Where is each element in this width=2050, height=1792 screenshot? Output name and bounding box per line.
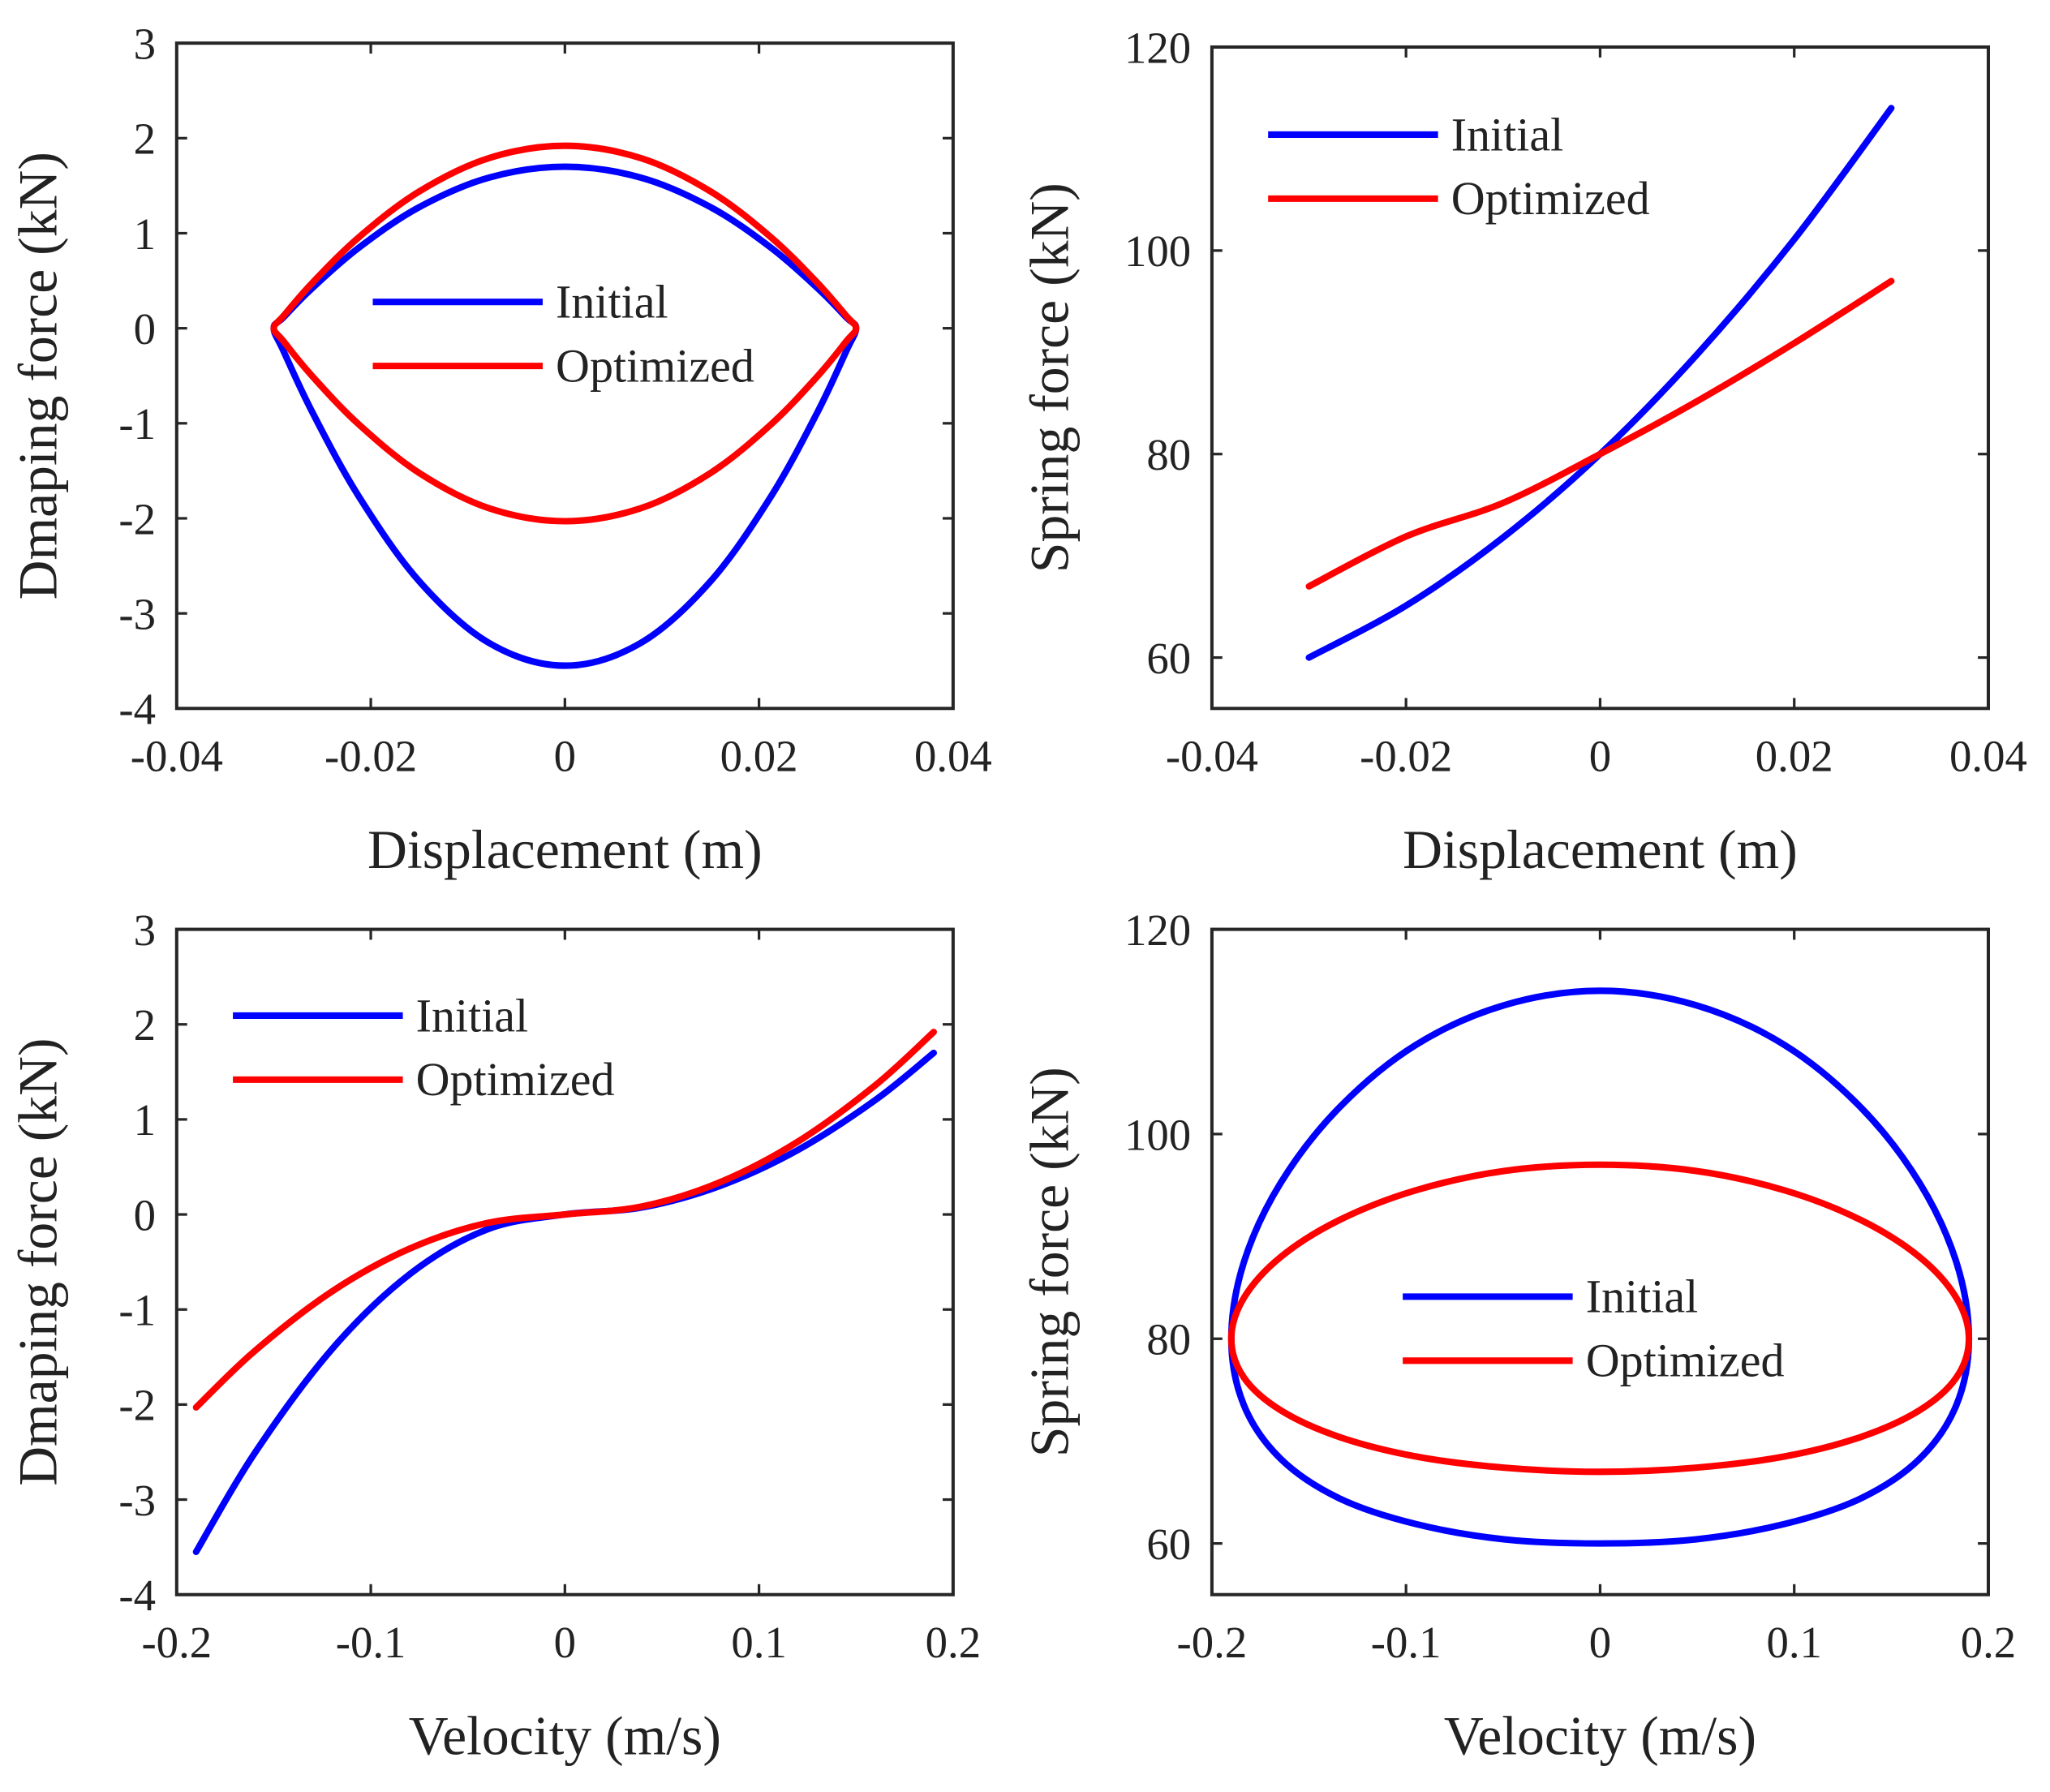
x-axis-label: Displacement (m)	[1403, 819, 1798, 880]
x-tick-label: 0.2	[926, 1618, 981, 1667]
x-tick-label: -0.04	[131, 732, 223, 781]
subplot-2: -0.04 -0.02 0 0.02 0.04 60 80 100 120 Displacemen…	[1020, 23, 2027, 880]
subplot-1: -0.04 -0.02 0 0.02 0.04 -4 -3 -2 -1 0 1 2 3 Displacem…	[8, 19, 992, 880]
legend-label-initial: Initial	[1586, 1270, 1699, 1323]
x-tick-label: 0.1	[1766, 1618, 1821, 1667]
legend-label-initial: Initial	[416, 989, 529, 1042]
y-tick-label: 120	[1124, 23, 1191, 72]
axes-box	[1210, 45, 1990, 711]
x-axis-label: Displacement (m)	[367, 819, 763, 880]
y-tick-label: 1	[134, 209, 156, 259]
y-tick-label: -2	[118, 494, 156, 544]
x-tick-label: 0	[1589, 1618, 1611, 1667]
x-tick-label: -0.2	[1177, 1618, 1248, 1667]
axes-box	[174, 927, 955, 1596]
y-tick-label: 1	[134, 1095, 156, 1145]
y-tick-label: -2	[118, 1381, 156, 1430]
y-tick-label: -1	[118, 1286, 156, 1335]
x-tick-label: 0.04	[914, 732, 992, 781]
x-tick-label: 0.02	[1756, 732, 1833, 781]
x-tick-label: -0.04	[1166, 732, 1258, 781]
legend: Initial Optimized	[1403, 1270, 1785, 1387]
y-tick-label: 80	[1146, 1315, 1191, 1364]
legend: Initial Optimized	[372, 276, 754, 392]
x-tick-label: 0	[554, 732, 576, 781]
y-tick-label: 60	[1146, 1519, 1191, 1569]
y-tick-label: -3	[118, 589, 156, 638]
legend-label-optimized: Optimized	[1586, 1334, 1785, 1387]
x-tick-label: 0.04	[1949, 732, 2027, 781]
y-axis-label: Spring force (kN)	[1020, 1067, 1081, 1457]
y-tick-label: 100	[1124, 226, 1191, 276]
legend: Initial Optimized	[233, 989, 615, 1106]
y-tick-label: 3	[134, 19, 156, 69]
y-tick-label: 3	[134, 905, 156, 955]
x-tick-label: -0.2	[141, 1618, 212, 1667]
legend-label-optimized: Optimized	[1451, 172, 1650, 225]
y-tick-label: 0	[134, 1190, 156, 1240]
x-tick-label: 0.2	[1961, 1618, 2016, 1667]
x-axis-label: Velocity (m/s)	[1444, 1705, 1756, 1766]
y-tick-label: 120	[1124, 905, 1191, 955]
y-tick-label: -4	[118, 685, 156, 734]
series-line-optimized	[1227, 1161, 1973, 1476]
series-line-initial	[270, 163, 860, 669]
y-axis-label: Dmaping force (kN)	[8, 1038, 69, 1485]
y-tick-label: 100	[1124, 1110, 1191, 1159]
legend: Initial Optimized	[1268, 108, 1650, 225]
y-tick-label: -1	[118, 399, 156, 449]
legend-label-optimized: Optimized	[556, 339, 754, 392]
series-line-optimized	[1305, 277, 1895, 590]
x-tick-label: 0.02	[720, 732, 798, 781]
x-tick-label: -0.1	[336, 1618, 406, 1667]
x-tick-label: 0	[554, 1618, 576, 1667]
legend-label-optimized: Optimized	[416, 1053, 615, 1106]
legend-label-initial: Initial	[1451, 108, 1564, 161]
x-tick-label: 0	[1589, 732, 1611, 781]
subplot-3: -0.2 -0.1 0 0.1 0.2 -4 -3 -2 -1 0 1 2 3 Velocity (m/s…	[8, 905, 982, 1766]
y-tick-label: 0	[134, 304, 156, 354]
y-tick-label: -3	[118, 1476, 156, 1525]
y-tick-label: -4	[118, 1571, 156, 1620]
y-axis-label: Dmaping force (kN)	[8, 152, 69, 599]
x-tick-label: -0.02	[324, 732, 417, 781]
x-tick-label: -0.02	[1360, 732, 1452, 781]
legend-label-initial: Initial	[556, 276, 668, 329]
series-line-initial	[1305, 105, 1895, 661]
x-tick-label: 0.1	[731, 1618, 786, 1667]
y-tick-label: 2	[134, 1000, 156, 1050]
y-axis-label: Spring force (kN)	[1020, 183, 1081, 573]
series-line-initial	[1227, 987, 1973, 1547]
x-axis-label: Velocity (m/s)	[409, 1705, 721, 1766]
y-tick-label: 2	[134, 114, 156, 164]
x-tick-label: -0.1	[1371, 1618, 1442, 1667]
subplot-4: -0.2 -0.1 0 0.1 0.2 60 80 100 120 Velocity (m/s) S…	[1020, 905, 2017, 1766]
y-tick-label: 80	[1146, 430, 1191, 479]
series-line-optimized	[270, 142, 860, 525]
y-tick-label: 60	[1146, 634, 1191, 683]
series-line-optimized	[192, 1029, 937, 1411]
